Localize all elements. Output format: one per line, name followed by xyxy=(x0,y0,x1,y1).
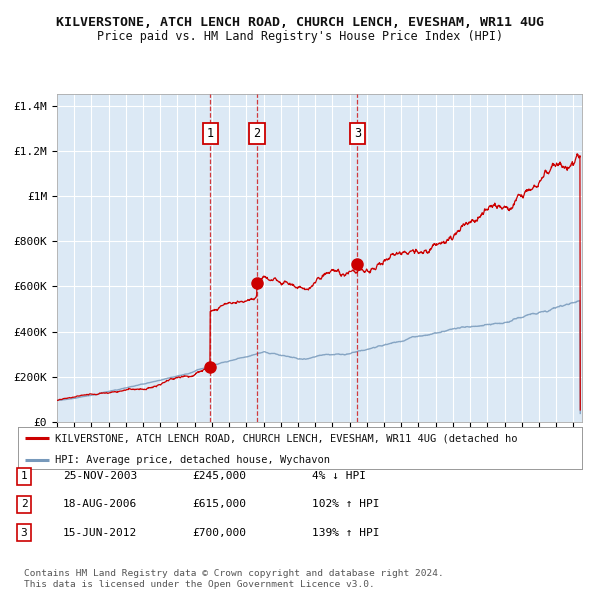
Text: £615,000: £615,000 xyxy=(192,500,246,509)
Text: KILVERSTONE, ATCH LENCH ROAD, CHURCH LENCH, EVESHAM, WR11 4UG: KILVERSTONE, ATCH LENCH ROAD, CHURCH LEN… xyxy=(56,16,544,29)
Text: £700,000: £700,000 xyxy=(192,528,246,537)
Text: 18-AUG-2006: 18-AUG-2006 xyxy=(63,500,137,509)
Text: 1: 1 xyxy=(20,471,28,481)
Text: 3: 3 xyxy=(20,528,28,537)
Text: 2: 2 xyxy=(253,127,260,140)
Text: 139% ↑ HPI: 139% ↑ HPI xyxy=(312,528,380,537)
Text: 25-NOV-2003: 25-NOV-2003 xyxy=(63,471,137,481)
Text: KILVERSTONE, ATCH LENCH ROAD, CHURCH LENCH, EVESHAM, WR11 4UG (detached ho: KILVERSTONE, ATCH LENCH ROAD, CHURCH LEN… xyxy=(55,434,517,444)
Text: This data is licensed under the Open Government Licence v3.0.: This data is licensed under the Open Gov… xyxy=(24,579,375,589)
Text: Contains HM Land Registry data © Crown copyright and database right 2024.: Contains HM Land Registry data © Crown c… xyxy=(24,569,444,578)
Text: HPI: Average price, detached house, Wychavon: HPI: Average price, detached house, Wych… xyxy=(55,455,329,465)
Text: 1: 1 xyxy=(206,127,214,140)
Text: 15-JUN-2012: 15-JUN-2012 xyxy=(63,528,137,537)
Text: 3: 3 xyxy=(354,127,361,140)
Text: 4% ↓ HPI: 4% ↓ HPI xyxy=(312,471,366,481)
Text: Price paid vs. HM Land Registry's House Price Index (HPI): Price paid vs. HM Land Registry's House … xyxy=(97,30,503,43)
Text: 102% ↑ HPI: 102% ↑ HPI xyxy=(312,500,380,509)
Text: 2: 2 xyxy=(20,500,28,509)
Text: £245,000: £245,000 xyxy=(192,471,246,481)
